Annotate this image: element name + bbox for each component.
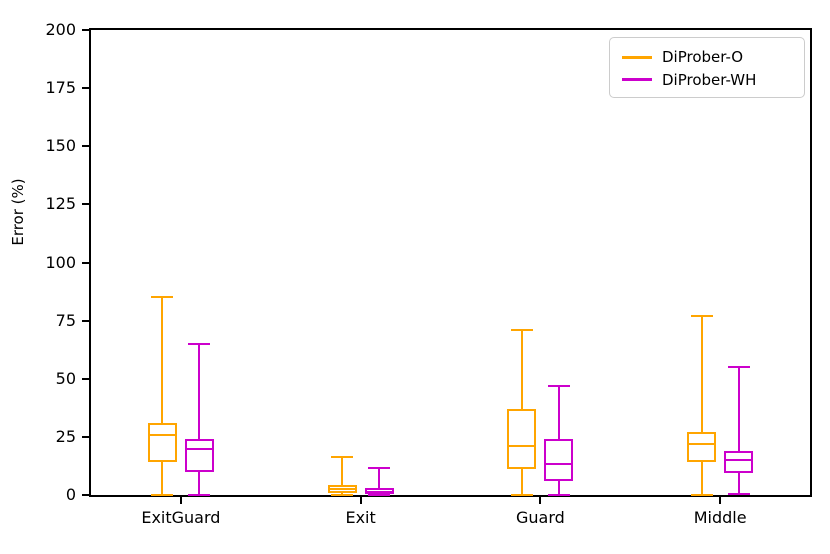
whisker-lower — [341, 492, 344, 495]
median-line — [507, 445, 537, 448]
whisker-cap-lower — [727, 492, 750, 495]
median-line — [724, 459, 754, 462]
whisker-upper — [198, 343, 201, 440]
whisker-cap-upper — [188, 342, 211, 345]
whisker-lower — [700, 462, 703, 495]
y-tick-label: 150 — [45, 136, 76, 156]
x-tick-label: Middle — [693, 508, 747, 527]
y-tick-label: 25 — [55, 426, 76, 446]
box — [544, 439, 574, 482]
median-line — [184, 447, 214, 450]
whisker-upper — [161, 297, 164, 423]
box — [724, 450, 754, 473]
y-tick-label: 175 — [45, 78, 76, 98]
x-tick-label: ExitGuard — [141, 508, 221, 527]
whisker-upper — [737, 367, 740, 451]
x-tick-mark — [359, 497, 362, 504]
plot-area — [89, 28, 812, 497]
x-tick-label: Exit — [345, 508, 376, 527]
orange-line-swatch-icon — [622, 55, 652, 59]
whisker-upper — [378, 468, 381, 488]
whisker-lower — [557, 481, 560, 495]
whisker-cap-lower — [368, 494, 391, 496]
y-tick-mark — [82, 87, 89, 90]
whisker-upper — [700, 315, 703, 433]
box — [507, 408, 537, 470]
median-line — [147, 433, 177, 436]
y-tick-mark — [82, 261, 89, 264]
median-line — [364, 490, 394, 493]
y-tick-mark — [82, 319, 89, 322]
box — [147, 422, 177, 463]
whisker-cap-upper — [368, 467, 391, 470]
whisker-cap-lower — [510, 494, 533, 496]
whisker-cap-lower — [690, 494, 713, 496]
whisker-cap-upper — [547, 384, 570, 387]
median-line — [327, 488, 357, 491]
whisker-cap-upper — [690, 314, 713, 317]
whisker-upper — [557, 385, 560, 440]
y-tick-mark — [82, 203, 89, 206]
whisker-cap-lower — [151, 494, 174, 496]
y-tick-label: 75 — [55, 310, 76, 330]
whisker-lower — [520, 469, 523, 495]
y-tick-label: 100 — [45, 252, 76, 272]
legend: DiProber-O DiProber-WH — [609, 37, 805, 98]
whisker-cap-lower — [188, 494, 211, 496]
median-line — [687, 442, 717, 445]
legend-item-diprober-o: DiProber-O — [622, 48, 794, 66]
box — [184, 439, 214, 472]
whisker-upper — [341, 456, 344, 485]
magenta-line-swatch-icon — [622, 78, 652, 82]
legend-label: DiProber-WH — [662, 70, 757, 89]
whisker-cap-upper — [510, 328, 533, 331]
legend-label: DiProber-O — [662, 48, 744, 67]
y-tick-mark — [82, 494, 89, 496]
median-line — [544, 462, 574, 465]
whisker-cap-upper — [151, 296, 174, 299]
y-tick-mark — [82, 145, 89, 148]
y-tick-mark — [82, 435, 89, 438]
whisker-lower — [161, 462, 164, 495]
x-tick-mark — [539, 497, 542, 504]
box — [687, 432, 717, 463]
y-tick-mark — [82, 377, 89, 380]
whisker-cap-upper — [331, 455, 354, 458]
whisker-cap-lower — [331, 494, 354, 496]
y-tick-label: 50 — [55, 368, 76, 388]
whisker-lower — [198, 471, 201, 495]
whisker-cap-lower — [547, 494, 570, 496]
y-tick-label: 0 — [65, 485, 76, 504]
y-tick-label: 200 — [45, 20, 76, 39]
whisker-upper — [520, 329, 523, 409]
y-tick-mark — [82, 29, 89, 31]
y-tick-label: 125 — [45, 194, 76, 214]
whisker-lower — [737, 472, 740, 494]
x-tick-label: Guard — [515, 508, 565, 527]
legend-item-diprober-wh: DiProber-WH — [622, 71, 794, 89]
x-tick-mark — [719, 497, 722, 504]
x-tick-mark — [179, 497, 182, 504]
whisker-cap-upper — [727, 366, 750, 369]
